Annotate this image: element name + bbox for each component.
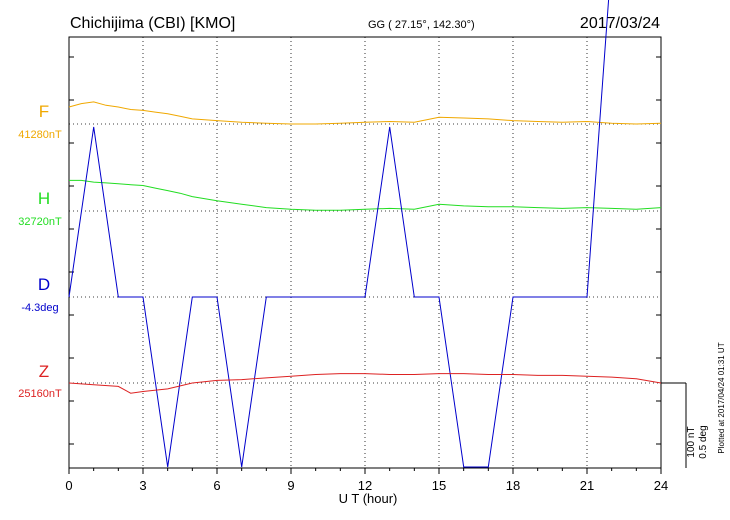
series-baseline-f: 41280nT: [18, 129, 62, 141]
series-line-z: [68, 373, 662, 394]
series-label-z: Z: [39, 362, 49, 381]
x-axis-label: U T (hour): [339, 491, 398, 506]
station-title: Chichijima (CBI) [KMO]: [70, 15, 235, 32]
x-tick-label: 9: [287, 478, 294, 493]
series-label-f: F: [39, 102, 49, 121]
series-line-h: [69, 179, 662, 211]
series-baseline-h: 32720nT: [18, 216, 62, 228]
x-tick-label: 3: [139, 478, 146, 493]
x-tick-label: 6: [213, 478, 220, 493]
traces: [68, 0, 662, 468]
chart-date: 2017/03/24: [580, 15, 660, 32]
x-tick-label: 21: [580, 478, 594, 493]
x-tick-labels: 0 3 6 9 12 15 18 21 24: [65, 478, 668, 493]
vertical-grid: [142, 37, 588, 468]
x-tick-label: 24: [654, 478, 668, 493]
x-tick-label: 15: [432, 478, 446, 493]
series-baseline-d: -4.3deg: [21, 302, 58, 314]
series-baseline-z: 25160nT: [18, 388, 62, 400]
series-label-d: D: [38, 275, 50, 294]
series-line-d: [68, 0, 610, 468]
x-tick-label: 12: [358, 478, 372, 493]
scale-bar: 100 nT 0.5 deg: [661, 382, 709, 468]
series-labels: F 41280nT H 32720nT D -4.3deg Z 25160nT: [18, 102, 62, 400]
scale-bar-deg: 0.5 deg: [698, 425, 709, 458]
ticks: [68, 56, 662, 474]
scale-bar-nt: 100 nT: [686, 426, 697, 457]
plot-timestamp: Plotted at 2017/04/24 01:31 UT: [717, 342, 726, 453]
x-tick-label: 18: [506, 478, 520, 493]
station-coords: GG ( 27.15°, 142.30°): [368, 19, 475, 31]
series-label-h: H: [38, 189, 50, 208]
series-line-f: [68, 101, 662, 125]
x-tick-label: 0: [65, 478, 72, 493]
